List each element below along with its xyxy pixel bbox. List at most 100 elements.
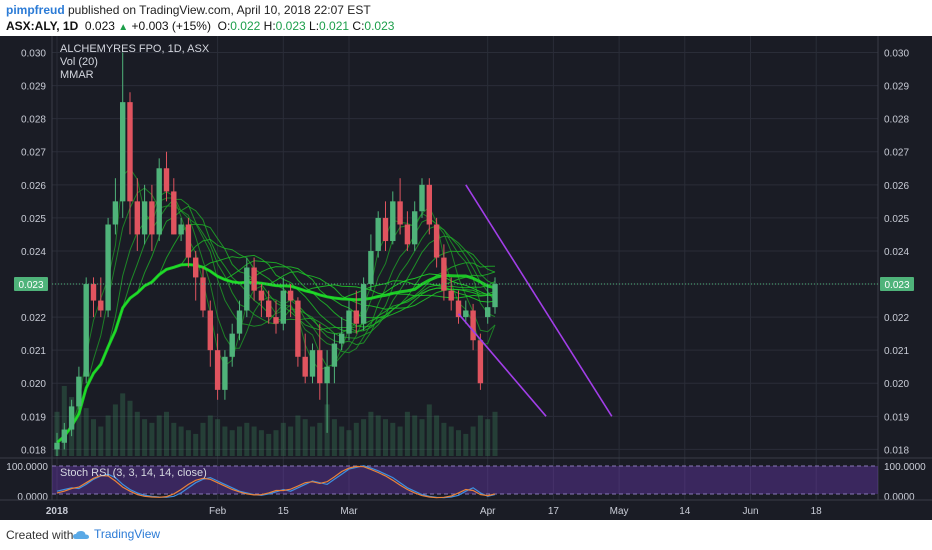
low-value: 0.021 — [319, 19, 350, 33]
x-tick-label: 14 — [679, 506, 691, 517]
candle-body — [492, 284, 498, 308]
candle-body — [463, 310, 469, 318]
trendline — [457, 313, 547, 417]
candle-body — [309, 350, 316, 377]
candle-body — [222, 356, 228, 390]
candle-body — [149, 201, 155, 235]
plot-background — [52, 36, 878, 456]
author-link[interactable]: pimpfreud — [6, 3, 65, 17]
volume-bar — [383, 419, 388, 456]
volume-bar — [266, 433, 272, 456]
candle-body — [455, 300, 462, 318]
volume-bar — [331, 419, 337, 456]
y-tick-label-left: 0.024 — [21, 247, 46, 258]
last-price-label-left: 0.023 — [18, 280, 43, 291]
close-value: 0.023 — [364, 19, 395, 33]
trendline — [465, 184, 613, 417]
y-tick-label-right: 0.019 — [884, 412, 909, 423]
candle-body — [382, 217, 389, 242]
candle-body — [156, 168, 162, 235]
osc-tick-label-right: 0.0000 — [884, 492, 915, 503]
candle-body — [229, 333, 235, 357]
candle-body — [171, 191, 177, 235]
candle-body — [331, 343, 338, 367]
high-label: H: — [263, 19, 276, 33]
y-tick-label-right: 0.025 — [884, 214, 909, 225]
y-tick-label-right: 0.030 — [884, 49, 909, 60]
y-tick-label-right: 0.024 — [884, 247, 909, 258]
candle-body — [127, 102, 133, 202]
x-tick-label: Jun — [742, 506, 758, 517]
osc-tick-label-right: 100.0000 — [884, 462, 926, 473]
volume-bar — [134, 411, 140, 456]
x-tick-label: 2018 — [46, 506, 69, 517]
osc-tick-label-left: 100.0000 — [6, 462, 48, 473]
y-tick-label-left: 0.029 — [21, 82, 46, 93]
candle-body — [441, 257, 447, 291]
volume-bar — [492, 411, 498, 456]
x-tick-label: 17 — [548, 506, 560, 517]
candle-body — [346, 310, 352, 334]
tradingview-link[interactable]: TradingView — [72, 527, 160, 541]
volume-bar — [76, 404, 82, 456]
chart-area[interactable]: 0.030 0.030 0.029 0.029 0.028 0.028 0.027 0.027… — [0, 36, 932, 520]
high-value: 0.023 — [275, 19, 306, 33]
x-tick-label: May — [610, 506, 629, 517]
candle-body — [251, 267, 257, 291]
volume-bar — [375, 415, 381, 456]
volume-bar — [477, 415, 483, 456]
volume-bar — [105, 415, 111, 456]
y-tick-label-left: 0.021 — [21, 346, 46, 357]
x-tick-label: Feb — [209, 506, 227, 517]
y-tick-label-right: 0.018 — [884, 445, 909, 456]
y-tick-label-left: 0.022 — [21, 313, 46, 324]
candle-body — [426, 184, 432, 225]
indicator-label: Vol (20) — [60, 56, 98, 68]
open-value: 0.022 — [230, 19, 261, 33]
y-tick-label-left: 0.025 — [21, 214, 46, 225]
price-chart[interactable]: 0.030 0.030 0.029 0.029 0.028 0.028 0.027 0.027… — [0, 36, 932, 520]
candle-body — [368, 250, 374, 285]
volume-bar — [127, 400, 133, 456]
x-tick-label: Apr — [480, 506, 496, 517]
candle-body — [485, 307, 491, 318]
volume-bar — [171, 422, 177, 456]
stoch-d-line — [56, 465, 496, 499]
volume-bar — [200, 422, 206, 456]
volume-bar — [229, 430, 235, 456]
up-arrow-icon: ▲ — [118, 22, 129, 33]
candle-body — [61, 429, 67, 443]
candle-body — [273, 317, 279, 324]
candle-body — [141, 201, 148, 235]
candle-body — [280, 290, 286, 324]
y-tick-label-left: 0.027 — [21, 148, 46, 159]
volume-bar — [463, 433, 469, 456]
candle-body — [105, 224, 111, 311]
volume-bar — [397, 426, 403, 456]
last-price-badge-left — [14, 277, 48, 292]
volume-bar — [156, 415, 162, 456]
volume-bar — [215, 419, 221, 456]
candle-body — [295, 300, 301, 357]
volume-bar — [448, 426, 454, 456]
volume-bar — [419, 419, 425, 456]
y-tick-label-right: 0.021 — [884, 346, 909, 357]
volume-bar — [164, 411, 169, 456]
candle-body — [448, 290, 454, 301]
candle-body — [353, 310, 359, 324]
created-with-label: Created with — [6, 528, 74, 542]
candle-body — [214, 350, 221, 390]
publish-info: published on TradingView.com, April 10, … — [64, 3, 371, 17]
low-label: L: — [309, 19, 320, 33]
candle-body — [433, 224, 440, 258]
publish-line: pimpfreud published on TradingView.com, … — [6, 3, 371, 17]
volume-bar — [237, 426, 242, 456]
candle-body — [112, 201, 119, 225]
y-tick-label-right: 0.028 — [884, 115, 909, 126]
y-tick-label-right: 0.020 — [884, 379, 909, 390]
volume-bar — [434, 415, 440, 456]
volume-bar — [404, 411, 410, 456]
chart-title: ALCHEMYRES FPO, 1D, ASX — [60, 43, 210, 55]
volume-bar — [83, 408, 89, 456]
footer: Created with TradingView — [0, 520, 932, 550]
